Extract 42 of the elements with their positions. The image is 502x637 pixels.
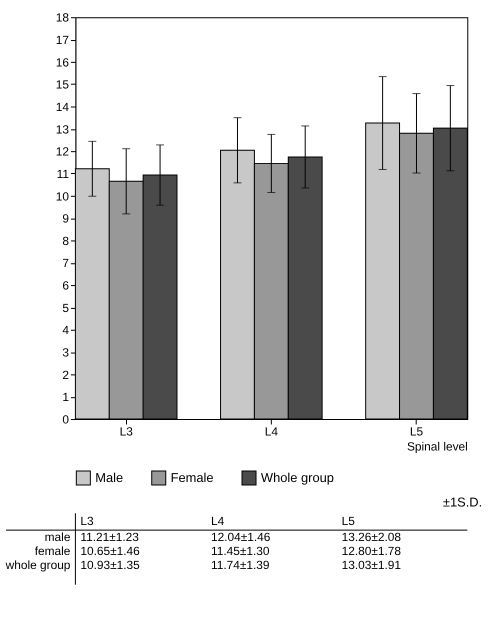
y-tick-label: 9 xyxy=(62,212,70,226)
y-tick-label: 5 xyxy=(62,300,70,315)
data-label: 10.65±1.46 xyxy=(80,544,140,558)
category-label: L4 xyxy=(210,514,224,528)
data-label: 12.80±1.78 xyxy=(342,544,402,558)
y-tick-label: 15 xyxy=(56,78,70,92)
y-tick-label: 11 xyxy=(56,166,70,181)
y-tick-label: 1 xyxy=(62,390,70,404)
data-label: 11.21±1.23 xyxy=(80,530,140,544)
x-tick-label: L4 xyxy=(264,424,278,438)
data-label: 10.93±1.35 xyxy=(80,558,140,572)
y-tick-label: 18 xyxy=(56,10,70,25)
y-tick-label: 16 xyxy=(56,55,70,70)
category-label: L3 xyxy=(80,514,94,528)
data-label: 13.26±2.08 xyxy=(342,530,402,544)
y-tick-label: 10 xyxy=(56,189,70,204)
y-tick-label: 6 xyxy=(62,278,70,293)
text: whole group xyxy=(4,558,71,572)
x-tick-label: L5 xyxy=(410,424,424,438)
y-tick-label: 17 xyxy=(56,33,70,48)
data-label: 11.45±1.30 xyxy=(210,544,270,558)
x-axis-title: Spinal level xyxy=(406,439,468,454)
y-tick-label: 3 xyxy=(62,346,70,360)
y-tick-label: 7 xyxy=(62,256,70,270)
y-tick-label: 8 xyxy=(62,234,70,248)
x-tick-label: L3 xyxy=(120,424,134,438)
y-tick-label: 0 xyxy=(62,412,70,426)
data-label: 12.04±1.46 xyxy=(210,530,271,544)
y-tick-label: 2 xyxy=(62,368,70,382)
text: male xyxy=(44,530,71,544)
y-tick-label: 4 xyxy=(62,323,70,338)
category-label: L5 xyxy=(342,514,355,528)
y-tick-label: 14 xyxy=(56,100,70,114)
legend-label: Female xyxy=(170,470,214,485)
y-tick-label: 12 xyxy=(56,144,70,159)
legend-label: Male xyxy=(95,470,124,485)
text: female xyxy=(34,544,71,558)
data-label: 11.74±1.39 xyxy=(210,558,270,572)
legend-label: Whole group xyxy=(260,470,334,485)
data-label: 13.03±1.91 xyxy=(342,558,402,572)
y-tick-label: 13 xyxy=(56,122,70,136)
text: ±1S.D. xyxy=(442,494,482,510)
